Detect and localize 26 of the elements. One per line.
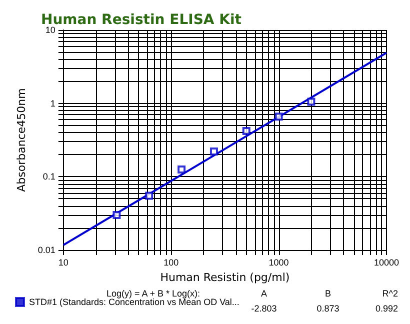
y-axis-title: Absorbance450nm bbox=[15, 88, 28, 192]
text: Log(y) = A + B * Log(x): bbox=[106, 288, 200, 298]
text: 0.992 bbox=[375, 304, 398, 314]
y-tick-label: 0.01 bbox=[38, 245, 56, 255]
text: A bbox=[260, 288, 268, 298]
text: -2.803 bbox=[251, 304, 277, 314]
legend-label: STD#1 (Standards: Concentration vs Mean OD Val... bbox=[29, 297, 240, 307]
x-axis-title: Human Resistin (pg/ml) bbox=[160, 270, 290, 284]
y-tick-label: 1 bbox=[50, 98, 56, 108]
text: 0.873 bbox=[316, 304, 340, 314]
point bbox=[178, 166, 186, 174]
y-tick-label: 0.1 bbox=[42, 172, 56, 182]
point bbox=[210, 148, 218, 156]
point bbox=[145, 192, 154, 200]
point bbox=[242, 126, 250, 135]
point bbox=[307, 98, 316, 106]
text: B bbox=[324, 288, 332, 298]
x-tick-label: 10000 bbox=[374, 258, 399, 268]
point bbox=[274, 112, 283, 121]
point bbox=[112, 211, 121, 220]
y-tick-label: 10 bbox=[45, 25, 56, 35]
chart-title: Human Resistin ELISA Kit bbox=[41, 12, 242, 28]
x-tick-label: 100 bbox=[164, 258, 179, 268]
x-tick-label: 10 bbox=[58, 258, 68, 268]
text: R^2 bbox=[382, 288, 398, 298]
x-tick-label: 1000 bbox=[268, 258, 289, 268]
